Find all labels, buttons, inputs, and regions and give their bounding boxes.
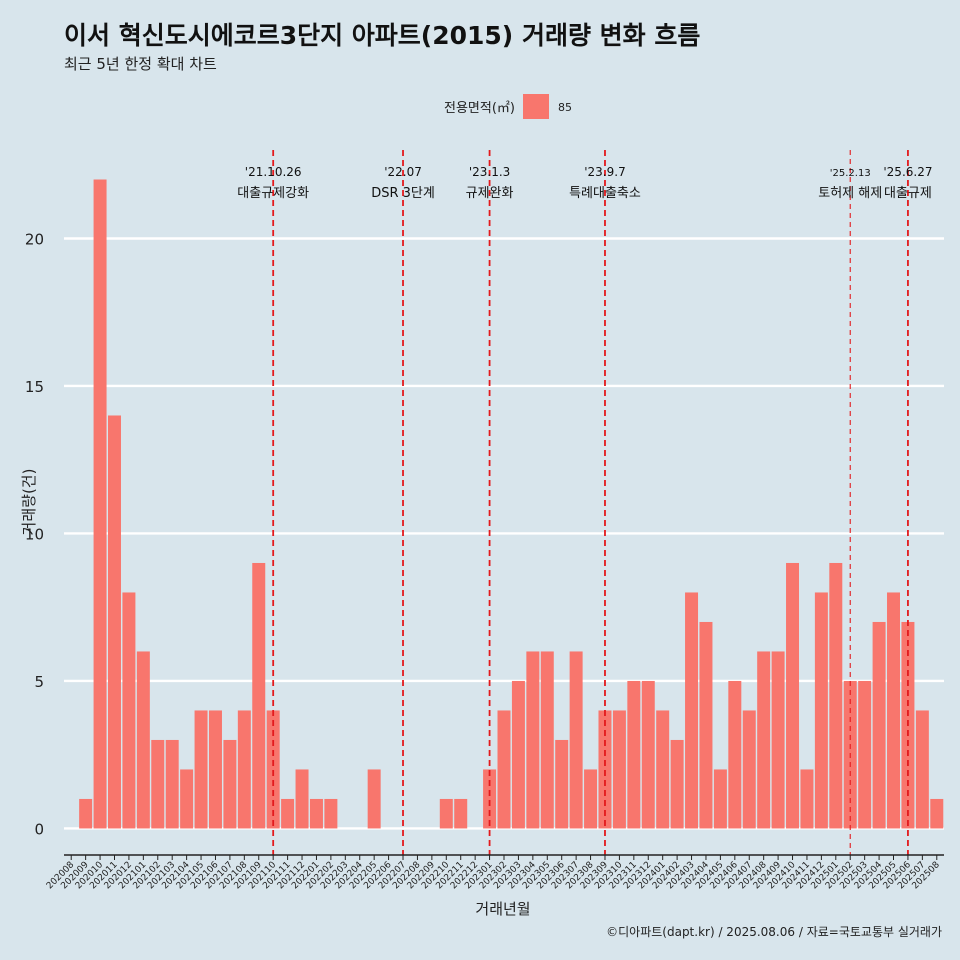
bar: [367, 769, 381, 829]
bar: [151, 739, 165, 829]
y-axis-label: 거래량(건): [20, 469, 38, 536]
y-tick-label: 15: [25, 378, 44, 396]
bar: [915, 710, 929, 829]
event-date: '25.2.13: [830, 168, 871, 179]
bar: [93, 179, 107, 829]
event-date: '21.10.26: [245, 165, 302, 179]
bar: [165, 739, 179, 829]
event-date: '22.07: [384, 165, 422, 179]
y-tick-label: 5: [34, 673, 44, 691]
event-date: '25.6.27: [883, 165, 932, 179]
bar: [136, 651, 150, 829]
bar: [324, 798, 338, 829]
bar: [569, 651, 583, 829]
y-tick-label: 0: [34, 820, 44, 838]
bar: [872, 621, 886, 829]
y-tick-label: 20: [25, 230, 44, 248]
legend-swatch: [523, 94, 549, 119]
bar: [598, 710, 612, 829]
bar: [757, 651, 771, 829]
bar: [108, 415, 121, 829]
y-tick-label: 10: [25, 525, 44, 543]
event-label: DSR 3단계: [371, 186, 435, 201]
bar: [511, 680, 525, 829]
bar: [612, 710, 626, 829]
caption: ©디아파트(dapt.kr) / 2025.08.06 / 자료=국토교통부 실…: [606, 925, 942, 939]
legend: 전용면적(㎡) 85: [444, 94, 572, 119]
bar: [584, 769, 598, 829]
event-label: 대출규제강화: [237, 186, 309, 201]
x-axis: 2020082020092020102020112020122021012021…: [45, 854, 944, 891]
bar: [829, 562, 843, 829]
bar: [728, 680, 742, 829]
bar: [670, 739, 684, 829]
bar: [439, 798, 453, 829]
bar: [497, 710, 511, 829]
bar: [771, 651, 785, 829]
x-axis-label: 거래년월: [475, 900, 530, 918]
bar: [454, 798, 468, 829]
y-axis-ticks: 0 5 10 15 20: [25, 230, 44, 838]
bar: [627, 680, 641, 829]
bar: [208, 710, 222, 829]
bar: [800, 769, 814, 829]
bar: [540, 651, 554, 829]
bar: [223, 739, 237, 829]
bar: [526, 651, 540, 829]
bar: [122, 592, 136, 829]
legend-entry-label: 85: [558, 101, 572, 114]
bar: [194, 710, 208, 829]
bar: [786, 562, 800, 829]
bar: [887, 592, 900, 829]
event-label: 규제완화: [466, 186, 514, 201]
event-label: 토허제 해제: [818, 186, 882, 201]
chart-title: 이서 혁신도시에코르3단지 아파트(2015) 거래량 변화 흐름: [64, 21, 700, 50]
event-label: 대출규제: [884, 186, 932, 201]
event-lines: '21.10.26 대출규제강화 '22.07 DSR 3단계 '23.1.3 규제완화 '…: [237, 150, 932, 855]
bar: [180, 769, 194, 829]
bar: [281, 798, 295, 829]
bar: [483, 769, 497, 829]
chart-subtitle: 최근 5년 한정 확대 차트: [64, 55, 217, 73]
bar: [858, 680, 872, 829]
bar: [555, 739, 569, 829]
bar: [79, 798, 93, 829]
bar: [742, 710, 756, 829]
bar: [814, 592, 828, 829]
bar: [295, 769, 309, 829]
bar: [685, 592, 699, 829]
legend-title: 전용면적(㎡): [444, 101, 515, 116]
bar: [237, 710, 251, 829]
bar: [641, 680, 655, 829]
event-label: 특례대출축소: [569, 186, 641, 201]
bar: [699, 621, 713, 829]
bar: [656, 710, 670, 829]
event-date: '23.1.3: [469, 165, 510, 179]
event-date: '23.9.7: [584, 165, 625, 179]
bar: [252, 562, 266, 829]
bar: [266, 710, 280, 829]
bar: [309, 798, 323, 829]
bar: [713, 769, 727, 829]
bar-series-85: [79, 179, 944, 829]
bar: [930, 798, 944, 829]
